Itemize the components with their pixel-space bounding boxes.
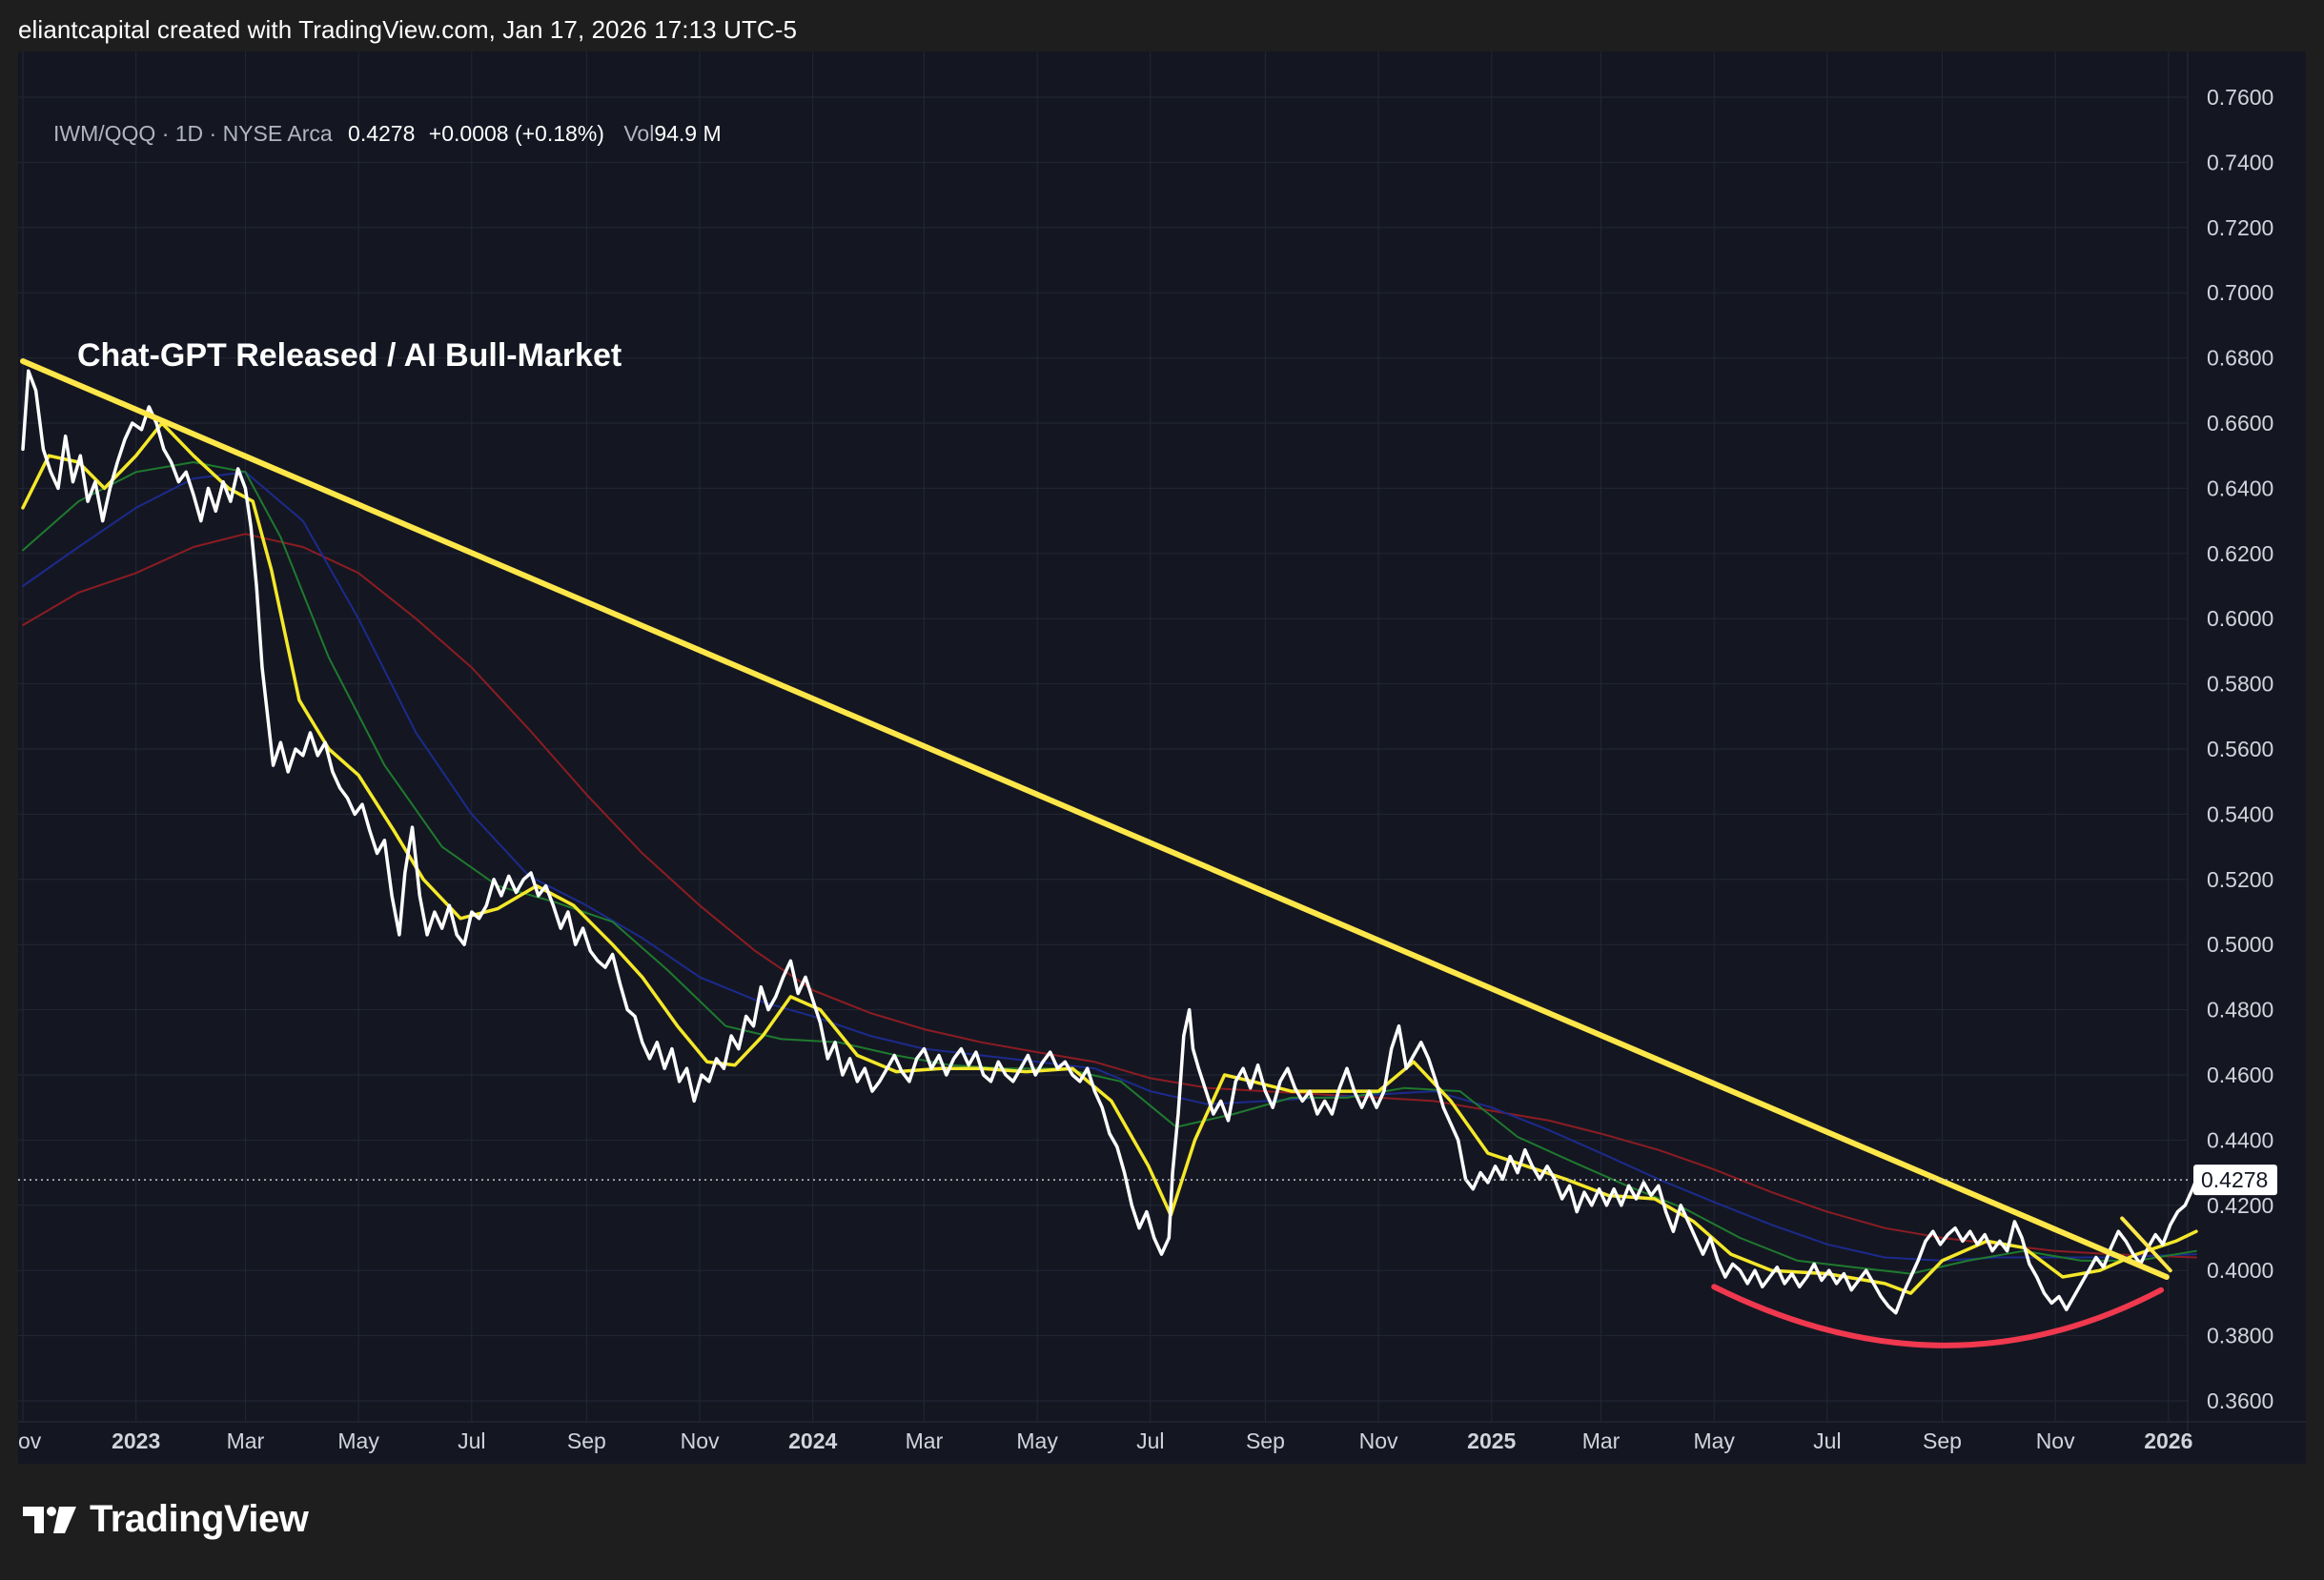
y-tick-label: 0.4600 xyxy=(2207,1063,2273,1087)
y-tick-label: 0.5000 xyxy=(2207,932,2273,957)
x-tick-label: Sep xyxy=(567,1428,606,1453)
y-tick-label: 0.6400 xyxy=(2207,476,2273,500)
x-tick-label: Nov xyxy=(1359,1428,1398,1453)
price-change: +0.0008 (+0.18%) xyxy=(428,121,604,146)
series-ma_red[interactable] xyxy=(22,533,2197,1259)
x-tick-label: 2025 xyxy=(1467,1428,1516,1453)
y-tick-label: 0.6600 xyxy=(2207,411,2273,436)
x-tick-label: Jul xyxy=(1813,1428,1841,1453)
ticker-header[interactable]: IWM/QQQ · 1D · NYSE Arca 0.4278 +0.0008 … xyxy=(53,121,722,147)
last-price-badge-label: 0.4278 xyxy=(2201,1167,2268,1192)
y-tick-label: 0.7400 xyxy=(2207,150,2273,174)
volume-label: Vol xyxy=(623,121,655,146)
series-ma_green[interactable] xyxy=(22,461,2197,1275)
y-tick-label: 0.4800 xyxy=(2207,998,2273,1023)
chart-panel[interactable]: ov 2023 Mar May Jul Sep Nov 2024 Mar May Jul Sep Nov… xyxy=(18,51,2306,1464)
y-axis-ticks: 0.7600 0.7400 0.7200 0.7000 0.6800 0.6600 0.64… xyxy=(2207,85,2273,1413)
y-tick-label: 0.5600 xyxy=(2207,737,2273,761)
x-tick-label: Nov xyxy=(2036,1428,2075,1453)
y-tick-label: 0.5200 xyxy=(2207,867,2273,892)
chart-caption: eliantcapital created with TradingView.c… xyxy=(18,15,798,44)
x-tick-label: Nov xyxy=(681,1428,720,1453)
y-tick-label: 0.7000 xyxy=(2207,280,2273,305)
x-tick-label: Jul xyxy=(458,1428,485,1453)
series-layer xyxy=(21,369,2198,1315)
tradingview-logo-icon xyxy=(23,1506,76,1533)
x-tick-label: 2024 xyxy=(788,1428,837,1453)
y-tick-label: 0.5800 xyxy=(2207,672,2273,697)
y-tick-label: 0.6000 xyxy=(2207,606,2273,631)
x-tick-label: Jul xyxy=(1136,1428,1164,1453)
x-tick-label: Sep xyxy=(1923,1428,1962,1453)
x-tick-label: 2023 xyxy=(112,1428,160,1453)
y-tick-label: 0.4200 xyxy=(2207,1193,2273,1218)
rounded-bottom-arc[interactable] xyxy=(1711,1284,2165,1348)
last-price-marker: 0.4278 xyxy=(18,1165,2277,1196)
price-chart[interactable]: ov 2023 Mar May Jul Sep Nov 2024 Mar May Jul Sep Nov… xyxy=(18,51,2306,1464)
descending-trendline[interactable] xyxy=(20,358,2170,1281)
y-tick-label: 0.7200 xyxy=(2207,215,2273,240)
y-tick-label: 0.6200 xyxy=(2207,541,2273,566)
y-tick-label: 0.6800 xyxy=(2207,346,2273,371)
y-tick-label: 0.4000 xyxy=(2207,1258,2273,1283)
drawings-layer xyxy=(20,358,2172,1348)
x-tick-label: May xyxy=(337,1428,379,1453)
last-price: 0.4278 xyxy=(348,121,416,146)
last-price-badge xyxy=(2193,1165,2277,1196)
y-tick-label: 0.3800 xyxy=(2207,1324,2273,1348)
x-tick-label: Mar xyxy=(1582,1428,1621,1453)
x-tick-label: 2026 xyxy=(2144,1428,2192,1453)
x-tick-label: Mar xyxy=(906,1428,944,1453)
x-tick-label: Sep xyxy=(1246,1428,1285,1453)
symbol-label[interactable]: IWM/QQQ · 1D · NYSE Arca xyxy=(53,121,333,146)
series-price[interactable] xyxy=(21,369,2198,1315)
y-tick-label: 0.7600 xyxy=(2207,85,2273,110)
brand-name: TradingView xyxy=(90,1498,309,1540)
chatgpt-annotation: Chat-GPT Released / AI Bull-Market xyxy=(77,337,622,374)
y-tick-label: 0.3600 xyxy=(2207,1388,2273,1413)
x-axis-ticks: ov 2023 Mar May Jul Sep Nov 2024 Mar May Jul Sep Nov… xyxy=(18,1428,2192,1453)
breakout-trendline[interactable] xyxy=(2120,1216,2172,1273)
x-tick-label: May xyxy=(1693,1428,1735,1453)
series-ma_blue[interactable] xyxy=(22,471,2197,1262)
tradingview-brand[interactable]: TradingView xyxy=(23,1498,309,1541)
y-tick-label: 0.5400 xyxy=(2207,801,2273,826)
x-tick-label: Mar xyxy=(227,1428,265,1453)
y-tick-label: 0.4400 xyxy=(2207,1127,2273,1152)
x-tick-label: ov xyxy=(18,1428,42,1453)
grid-lines xyxy=(18,51,2306,1445)
x-tick-label: May xyxy=(1016,1428,1058,1453)
volume-value: 94.9 M xyxy=(654,121,722,146)
